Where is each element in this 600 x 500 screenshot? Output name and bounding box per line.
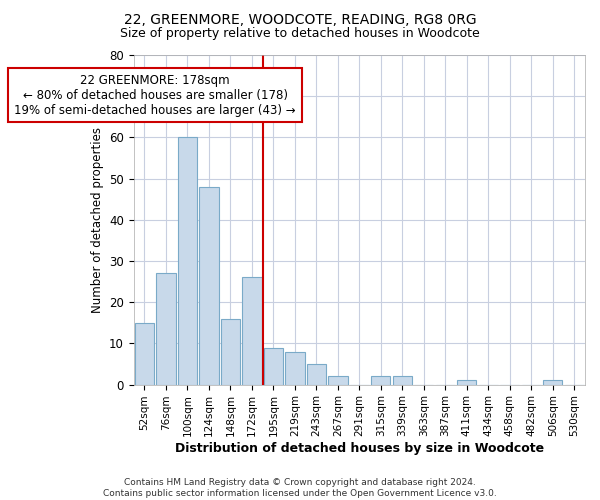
Bar [242, 278, 262, 384]
Text: 22 GREENMORE: 178sqm
← 80% of detached houses are smaller (178)
19% of semi-deta: 22 GREENMORE: 178sqm ← 80% of detached h… [14, 74, 296, 116]
Bar [263, 348, 283, 385]
Bar [307, 364, 326, 384]
Text: Size of property relative to detached houses in Woodcote: Size of property relative to detached ho… [120, 28, 480, 40]
Bar [371, 376, 391, 384]
Bar [221, 318, 240, 384]
Bar [285, 352, 305, 384]
X-axis label: Distribution of detached houses by size in Woodcote: Distribution of detached houses by size … [175, 442, 544, 455]
Bar [392, 376, 412, 384]
Bar [457, 380, 476, 384]
Text: Contains HM Land Registry data © Crown copyright and database right 2024.
Contai: Contains HM Land Registry data © Crown c… [103, 478, 497, 498]
Bar [543, 380, 562, 384]
Bar [178, 138, 197, 384]
Bar [135, 323, 154, 384]
Text: 22, GREENMORE, WOODCOTE, READING, RG8 0RG: 22, GREENMORE, WOODCOTE, READING, RG8 0R… [124, 12, 476, 26]
Bar [328, 376, 347, 384]
Bar [199, 187, 218, 384]
Y-axis label: Number of detached properties: Number of detached properties [91, 127, 104, 313]
Bar [156, 274, 176, 384]
